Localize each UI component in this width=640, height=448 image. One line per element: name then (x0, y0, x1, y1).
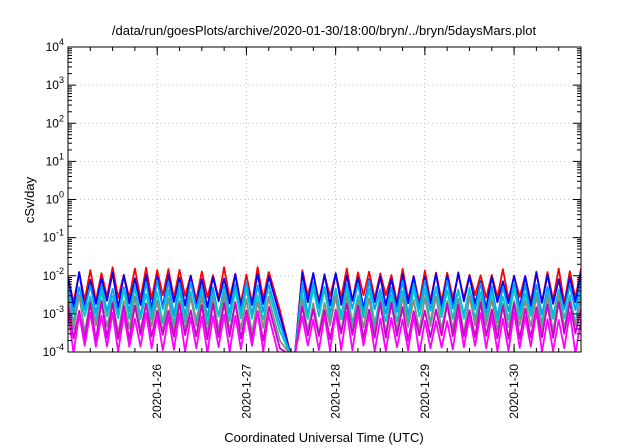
y-tick-label: 101 (46, 151, 64, 168)
x-tick-label: 2020-1-29 (418, 364, 432, 419)
y-tick-label: 104 (46, 37, 64, 54)
x-tick-label: 2020-1-28 (329, 364, 343, 419)
y-tick-label: 103 (46, 75, 64, 92)
y-tick-label: 10-3 (43, 304, 64, 321)
y-axis-label: cSv/day (22, 176, 37, 223)
x-axis-label: Coordinated Universal Time (UTC) (224, 430, 423, 445)
series-line (68, 310, 581, 352)
x-tick-label: 2020-1-26 (150, 364, 164, 419)
y-tick-label: 102 (46, 113, 64, 130)
series-line (68, 279, 581, 352)
ticks: 10-4 10-3 10-2 10-1 100 101 102 103 104 2020-1-26… (43, 37, 582, 419)
chart-title: /data/run/goesPlots/archive/2020-01-30/1… (112, 23, 537, 38)
x-tick-label: 2020-1-30 (507, 364, 521, 419)
series-line (68, 266, 581, 352)
y-tick-label: 10-2 (43, 266, 64, 283)
series-line (68, 300, 581, 352)
x-tick-label: 2020-1-27 (239, 364, 253, 419)
y-tick-label: 10-1 (43, 228, 64, 245)
y-tick-label: 10-4 (43, 342, 64, 359)
y-tick-label: 100 (46, 190, 64, 207)
series-layer (68, 266, 581, 352)
series-line (68, 286, 581, 352)
